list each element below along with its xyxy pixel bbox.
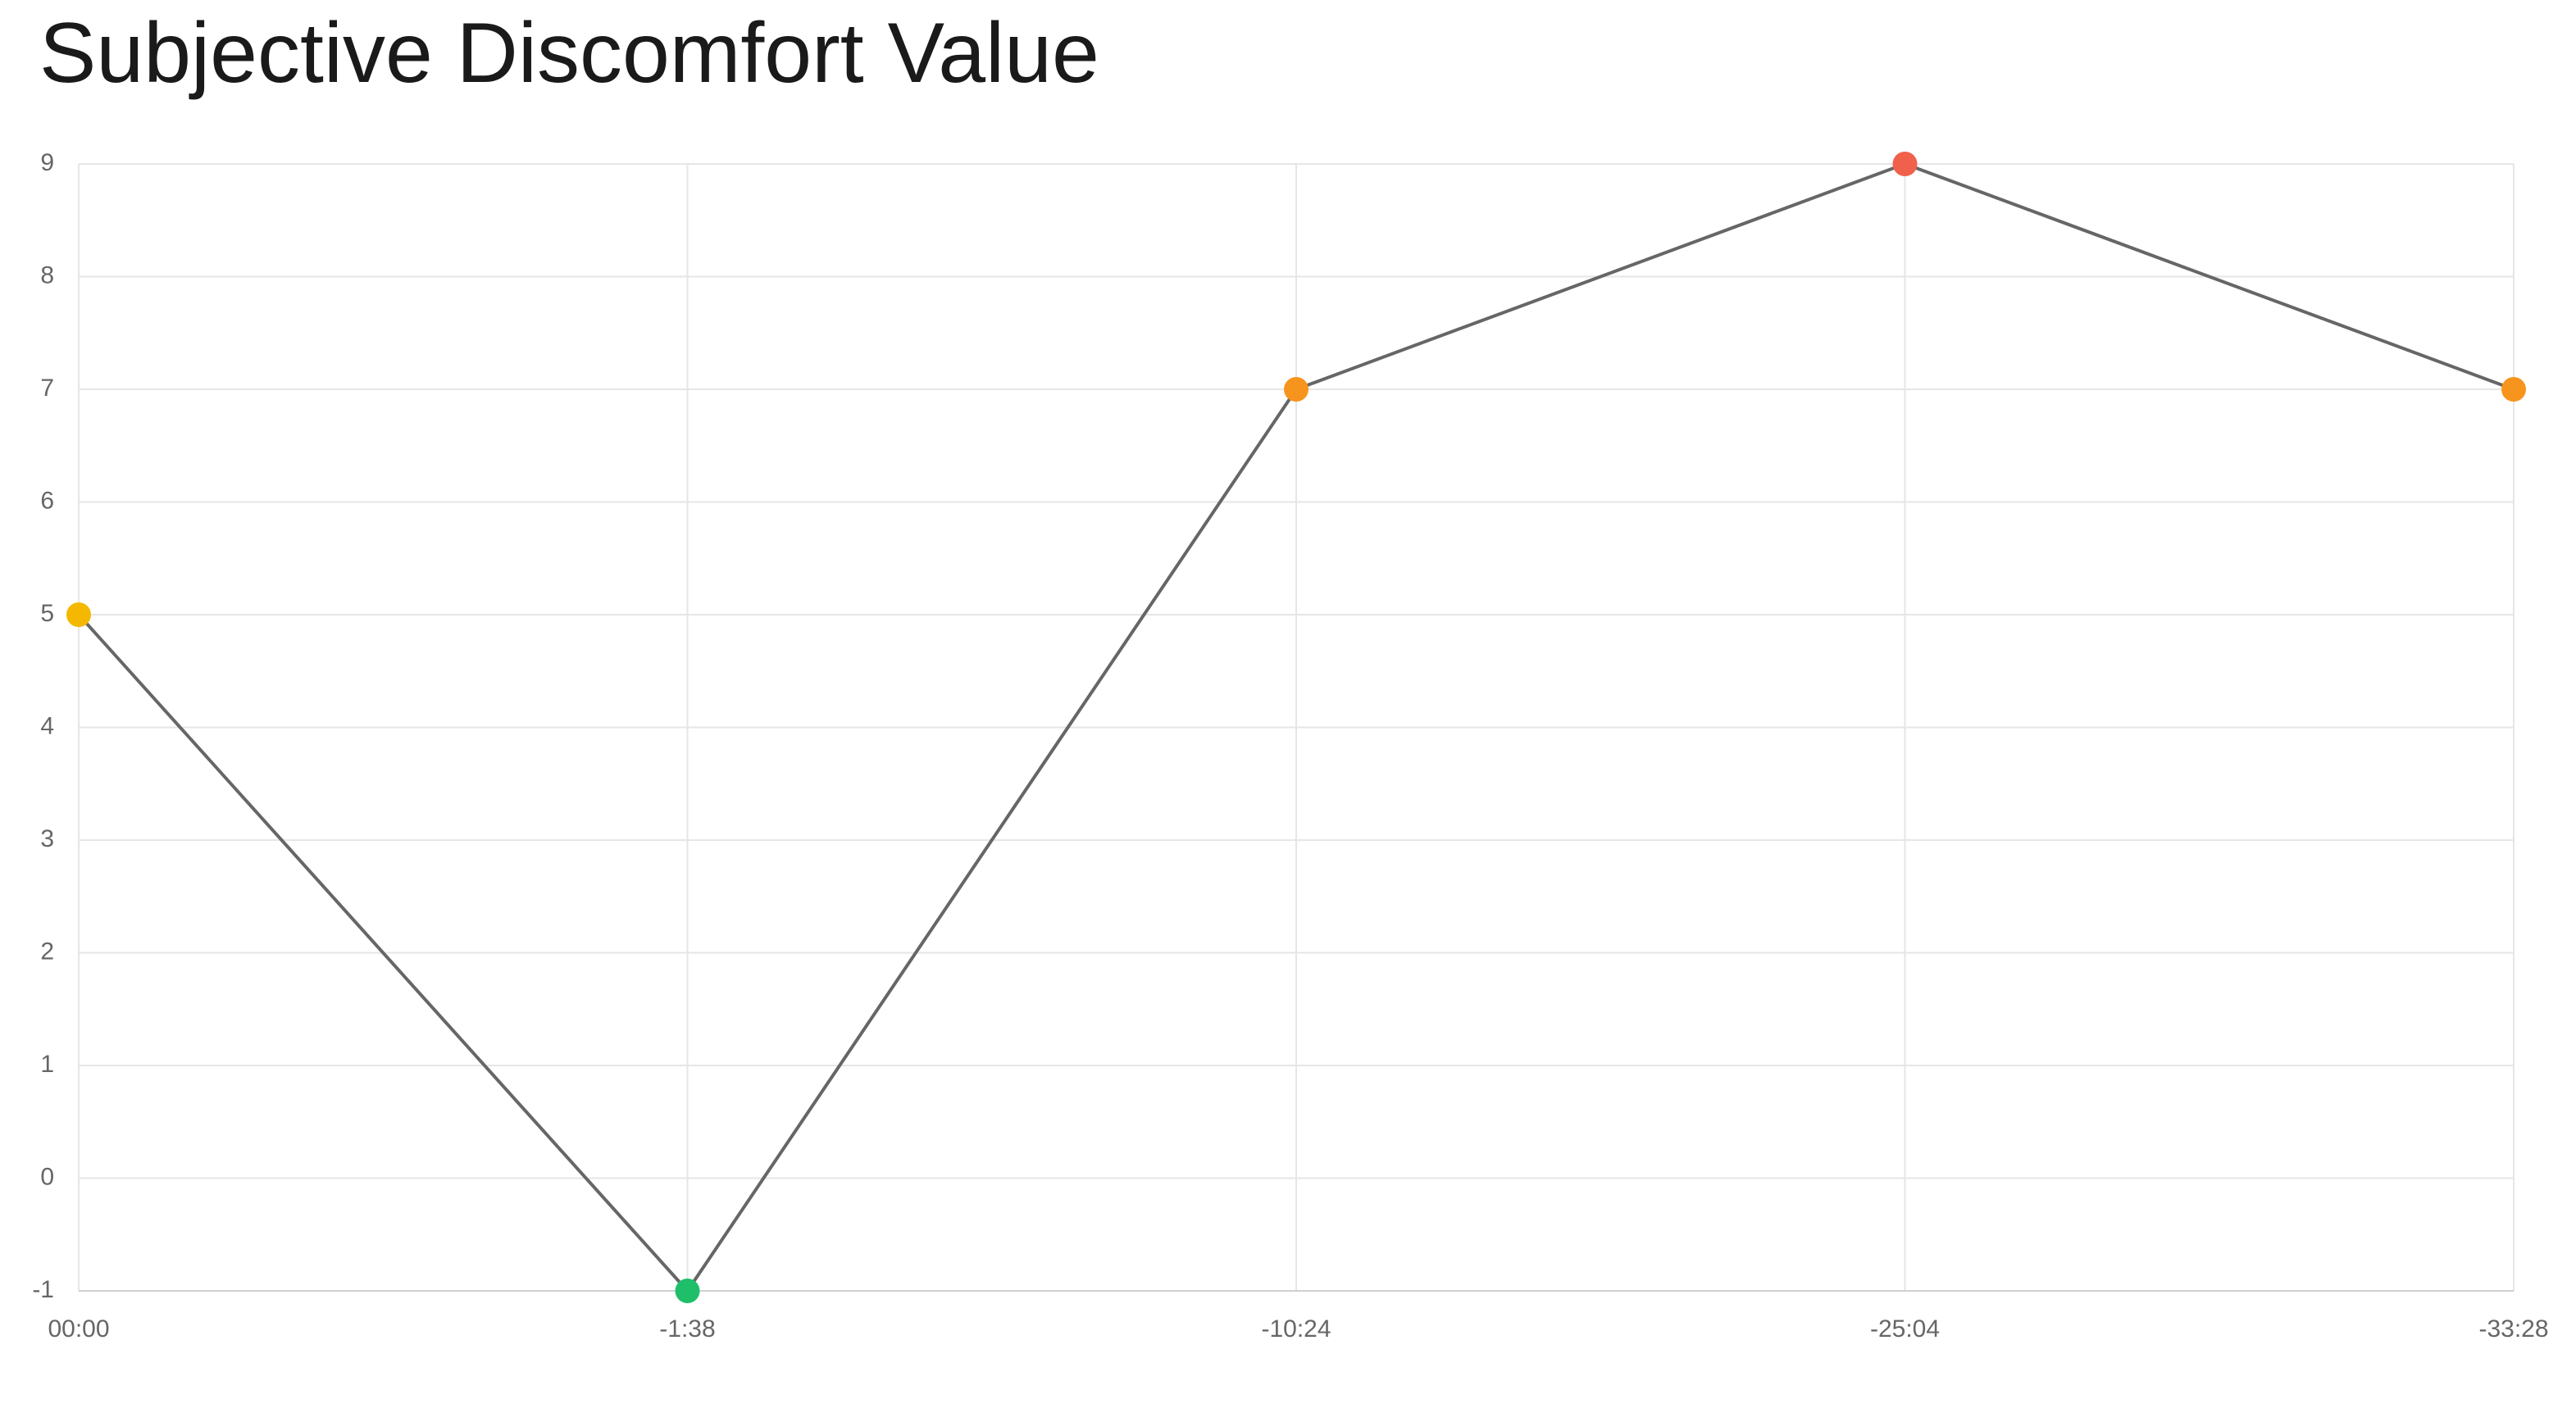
x-tick-label: 00:00 [48, 1315, 109, 1343]
x-tick-label: -33:28 [2478, 1315, 2548, 1343]
chart-title: Subjective Discomfort Value [39, 6, 1099, 101]
y-tick-label: 1 [40, 1051, 54, 1078]
y-tick-label: -1 [32, 1276, 54, 1303]
y-tick-label: 4 [40, 712, 54, 739]
y-tick-label: 9 [40, 149, 54, 176]
data-point [1892, 152, 1918, 176]
data-point [2501, 377, 2526, 402]
y-tick-label: 2 [40, 938, 54, 965]
y-tick-label: 3 [40, 825, 54, 852]
y-tick-label: 7 [40, 375, 54, 402]
data-point [66, 602, 91, 627]
y-tick-label: 5 [40, 600, 54, 627]
x-tick-label: -1:38 [659, 1315, 715, 1343]
y-tick-label: 0 [40, 1163, 54, 1190]
x-tick-label: -10:24 [1261, 1315, 1331, 1343]
data-point [1284, 377, 1308, 402]
data-point [675, 1279, 700, 1303]
x-tick-label: -25:04 [1870, 1315, 1940, 1343]
y-tick-label: 6 [40, 487, 54, 514]
y-tick-label: 8 [40, 261, 54, 289]
